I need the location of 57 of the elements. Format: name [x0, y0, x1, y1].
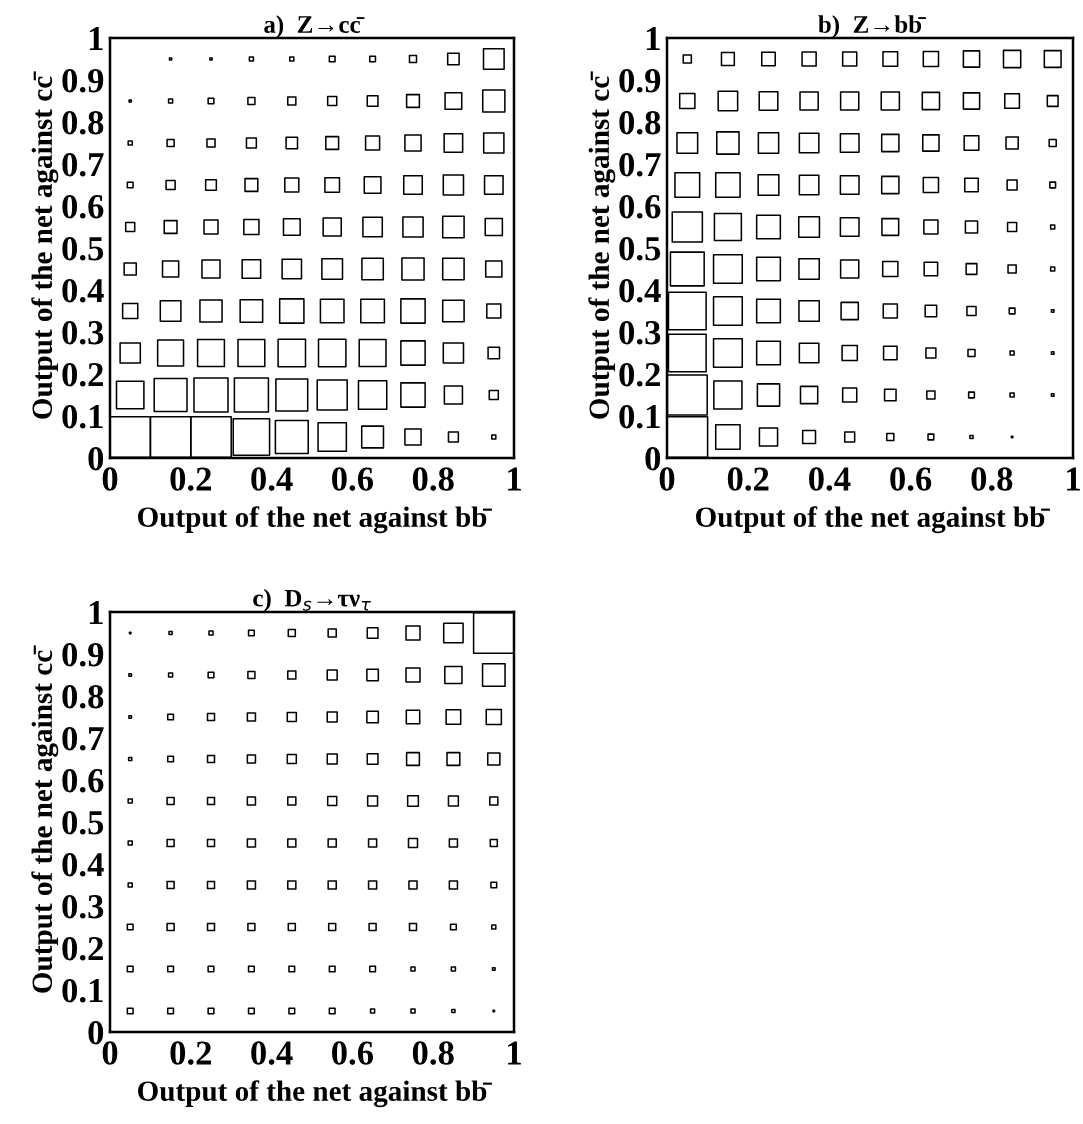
y-tick-label: 0.6 [619, 194, 661, 219]
y-tick-label: 0.5 [619, 236, 661, 261]
y-axis-title: Output of the net against cc̄ [31, 71, 59, 419]
y-tick-label: 0.1 [62, 978, 103, 1003]
y-tick-label: 0.9 [62, 68, 104, 93]
y-tick-label: 0.4 [619, 278, 661, 303]
x-tick-label: 0.6 [890, 467, 932, 491]
x-axis-title: Output of the net against bb̄ [696, 506, 1050, 534]
y-tick-label: 0.9 [619, 68, 661, 93]
x-tick-label: 0.8 [971, 467, 1013, 491]
x-axis-title: Output of the net against bb̄ [138, 1080, 492, 1108]
y-tick-label: 0.6 [62, 768, 104, 793]
y-tick-label: 0.6 [62, 194, 104, 219]
y-tick-label: 0.4 [62, 278, 104, 303]
y-tick-label: 0 [88, 1020, 104, 1045]
chart-title: b) Z→bb̄ [818, 15, 926, 38]
x-tick-label: 1 [508, 467, 521, 491]
y-tick-label: 1 [89, 601, 103, 625]
x-tick-label: 0.8 [412, 1041, 454, 1065]
x-tick-label: 0.6 [332, 1041, 374, 1065]
x-tick-label: 0.2 [170, 467, 212, 491]
y-axis-title: Output of the net against cc̄ [588, 71, 616, 419]
y-axis-title: Output of the net against cc̄ [31, 645, 59, 993]
y-tick-label: 0.3 [62, 894, 104, 919]
y-tick-label: 0 [88, 446, 104, 471]
x-tick-label: 0.4 [809, 467, 851, 491]
y-tick-label: 0.8 [619, 110, 661, 135]
y-tick-label: 0.5 [62, 236, 104, 261]
y-tick-label: 0.9 [62, 642, 104, 667]
y-tick-label: 0.7 [62, 726, 104, 751]
y-tick-label: 0.1 [62, 404, 103, 429]
y-tick-label: 0.7 [62, 152, 104, 177]
y-tick-label: 1 [89, 27, 103, 51]
x-tick-label: 0.4 [251, 467, 293, 491]
y-tick-label: 0.2 [62, 362, 103, 387]
y-tick-label: 0.8 [62, 684, 104, 709]
x-tick-label: 1 [1067, 467, 1080, 491]
y-tick-label: 0.4 [62, 852, 104, 877]
y-tick-label: 0.5 [62, 810, 104, 835]
y-tick-label: 0.8 [62, 110, 104, 135]
x-tick-label: 0.8 [412, 467, 454, 491]
x-axis-title: Output of the net against bb̄ [138, 506, 492, 534]
x-tick-label: 1 [508, 1041, 521, 1065]
y-tick-label: 0.3 [62, 320, 104, 345]
y-tick-label: 0.7 [619, 152, 661, 177]
x-tick-label: 0.2 [170, 1041, 212, 1065]
x-tick-label: 0.2 [727, 467, 769, 491]
chart-title: a) Z→cc̄ [264, 15, 365, 38]
y-tick-label: 0.3 [619, 320, 661, 345]
y-tick-label: 0.2 [619, 362, 660, 387]
x-tick-label: 0.6 [332, 467, 374, 491]
y-tick-label: 0 [645, 446, 661, 471]
x-tick-label: 0.4 [251, 1041, 293, 1065]
chart-title: c) D$_{s}$→τν$_{τ}$ [253, 589, 371, 612]
y-tick-label: 0.1 [619, 404, 660, 429]
y-tick-label: 0.2 [62, 936, 103, 961]
y-tick-label: 1 [646, 27, 660, 51]
